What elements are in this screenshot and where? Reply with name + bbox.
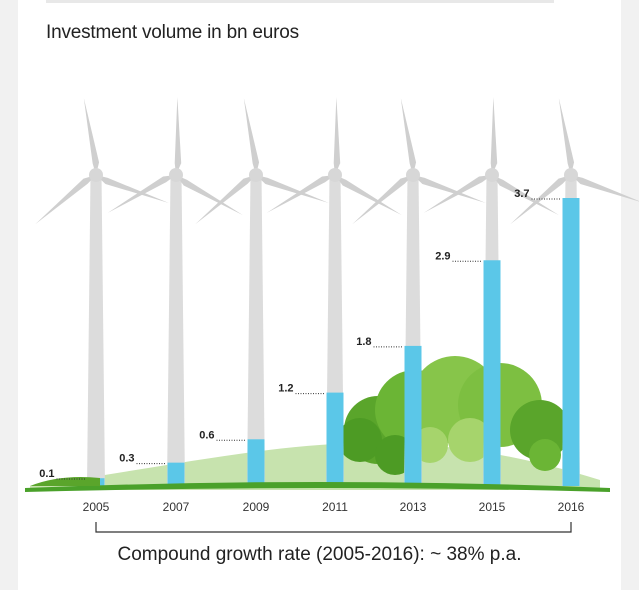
turbine-blade [423, 175, 492, 213]
turbine-hub [485, 168, 499, 182]
value-label-2015: 2.9 [435, 250, 450, 262]
bar-2013 [404, 345, 422, 486]
x-axis: 2005 2007 2009 2011 2013 2015 2016 [83, 500, 585, 514]
growth-rate-note: Compound growth rate (2005-2016): ~ 38% … [117, 544, 522, 565]
value-label-2009: 0.6 [199, 429, 214, 441]
turbine-blade [510, 175, 571, 225]
turbine-hub [564, 168, 578, 182]
turbine-blade [176, 175, 243, 216]
turbine-2011 [266, 97, 402, 486]
turbines [35, 97, 639, 486]
turbine-blade [490, 97, 498, 175]
tree [529, 439, 561, 471]
turbine-blade [413, 175, 486, 203]
turbine-blade [266, 175, 335, 213]
turbine-blade [335, 175, 402, 216]
growth-bracket [95, 522, 572, 533]
chart-card [18, 0, 621, 590]
turbine-2005 [35, 97, 169, 486]
value-label-2016: 3.7 [514, 188, 529, 200]
x-tick-2009: 2009 [243, 500, 270, 514]
turbine-2016 [510, 97, 639, 486]
value-labels: 0.1 0.3 0.6 1.2 1.8 2.9 3.7 [39, 188, 562, 480]
value-label-2005: 0.1 [39, 468, 54, 480]
turbine-blade [558, 97, 575, 175]
turbine-blade [492, 175, 559, 216]
bar-2015 [483, 260, 501, 486]
bar-2016 [562, 198, 580, 486]
turbine-blade [96, 175, 169, 203]
x-tick-2016: 2016 [558, 500, 585, 514]
x-tick-2015: 2015 [479, 500, 506, 514]
bar-2007 [167, 462, 185, 486]
x-tick-2013: 2013 [400, 500, 427, 514]
turbine-tower [167, 175, 185, 486]
turbine-hub [89, 168, 103, 182]
value-label-2007: 0.3 [119, 453, 134, 465]
landscape-trees [30, 356, 600, 490]
tree [448, 418, 492, 462]
turbine-blade [174, 97, 182, 175]
turbine-blade [400, 97, 417, 175]
turbine-hub [249, 168, 263, 182]
bar-2009 [247, 439, 265, 486]
turbine-blade [83, 97, 100, 175]
tree [338, 418, 382, 462]
turbine-2013 [352, 97, 486, 486]
turbine-hub [328, 168, 342, 182]
chart-title: Investment volume in bn euros [46, 22, 299, 43]
turbine-blade [195, 175, 256, 225]
turbine-hub [406, 168, 420, 182]
top-divider [46, 0, 554, 3]
turbine-2007 [107, 97, 243, 486]
turbine-blade [256, 175, 329, 203]
value-label-2013: 1.8 [356, 336, 371, 348]
turbine-blade [35, 175, 96, 225]
turbine-blade [352, 175, 413, 225]
x-tick-2005: 2005 [83, 500, 110, 514]
turbine-tower [247, 175, 265, 486]
turbine-hub [169, 168, 183, 182]
turbine-blade [333, 97, 341, 175]
x-tick-2007: 2007 [163, 500, 190, 514]
turbine-blade [571, 175, 639, 202]
turbine-tower [87, 175, 105, 486]
bar-2011 [326, 392, 344, 486]
x-tick-2011: 2011 [322, 500, 348, 514]
turbine-2015 [423, 97, 559, 486]
turbine-blade [107, 175, 176, 213]
turbine-2009 [195, 97, 329, 486]
value-label-2011: 1.2 [278, 383, 293, 395]
ground-strip [25, 482, 610, 492]
turbine-blade [243, 97, 260, 175]
bracket-line [95, 522, 572, 533]
